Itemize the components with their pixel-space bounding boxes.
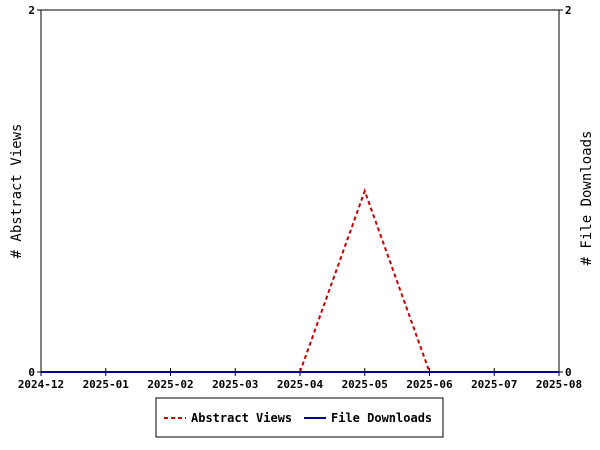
series-layer [41,188,559,373]
y-right-tick-label-2: 2 [565,4,572,17]
x-tick-label-2025-03: 2025-03 [212,378,258,391]
x-tick-label-2025-04: 2025-04 [277,378,324,391]
x-tick-label-2025-07: 2025-07 [471,378,517,391]
legend-box [155,397,444,438]
legend-label-file-downloads: File Downloads [331,411,432,425]
x-tick-label-2025-08: 2025-08 [536,378,582,391]
y-left-tick-label-2: 2 [28,4,35,17]
plot-area [40,9,560,373]
axis-ticks: 2024-12 2025-01 2025-02 2025-03 2025-04 2025-… [18,4,582,391]
legend: Abstract Views File Downloads [155,397,444,438]
legend-label-abstract-views: Abstract Views [191,411,292,425]
y-axis-title-right: # File Downloads [579,131,595,266]
y-left-tick-label-0: 0 [28,366,35,379]
y-axis-title-left: # Abstract Views [9,124,25,259]
x-tick-label-2025-02: 2025-02 [147,378,193,391]
x-tick-label-2024-12: 2024-12 [18,378,64,391]
y-right-tick-label-0: 0 [565,366,572,379]
x-tick-label-2025-05: 2025-05 [342,378,388,391]
x-tick-label-2025-06: 2025-06 [406,378,453,391]
x-tick-label-2025-01: 2025-01 [83,378,130,391]
